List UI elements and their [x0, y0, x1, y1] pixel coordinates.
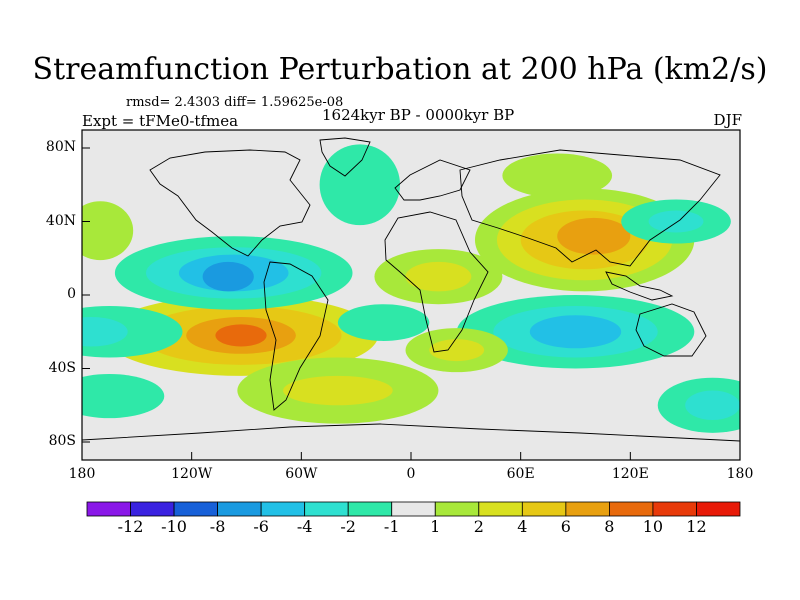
colorbar-label: -1 [383, 517, 400, 536]
colorbar-label: 10 [642, 517, 664, 536]
colorbar-swatch [260, 501, 306, 517]
season-label: DJF [713, 111, 742, 129]
colorbar-label: 1 [430, 517, 441, 536]
contour-region-30 [429, 339, 485, 362]
contour-region-9 [82, 317, 128, 347]
colorbar-label: 6 [560, 517, 571, 536]
contour-region-3 [215, 324, 267, 347]
contour-region-12 [283, 375, 393, 406]
contour-region-27 [529, 315, 622, 349]
colorbar-swatch [347, 501, 393, 517]
colorbar-label: -2 [340, 517, 356, 536]
colorbar-swatch [173, 501, 218, 517]
contour-region-28 [337, 304, 430, 341]
colorbar-swatch [609, 501, 654, 517]
lon-label: 120E [611, 466, 649, 482]
contour-region-14 [319, 144, 401, 226]
colorbar-label: -8 [209, 517, 226, 536]
contour-region-13 [82, 374, 165, 419]
colorbar-label: -4 [296, 517, 313, 536]
lon-label: 0 [406, 466, 416, 482]
contour-region-16 [405, 261, 472, 292]
contour-region-32 [685, 390, 740, 420]
colorbar-swatch [434, 501, 480, 517]
lat-label: 80N [45, 139, 76, 155]
colorbar-label: 2 [473, 517, 484, 536]
colorbar [86, 501, 741, 517]
lat-label: 80S [48, 433, 76, 449]
colorbar-label: -12 [117, 517, 144, 536]
stats-line: rmsd= 2.4303 diff= 1.59625e-08 [126, 95, 344, 110]
coastlines [82, 137, 740, 442]
contour-region-7 [202, 261, 254, 292]
contour-field [82, 144, 740, 433]
colorbar-swatch [130, 501, 175, 517]
lon-label: 60W [285, 466, 318, 482]
contour-region-21 [557, 217, 631, 255]
contour-region-10 [82, 201, 134, 261]
contour-region-24 [648, 210, 704, 233]
colorbar-label: -6 [253, 517, 269, 536]
lat-label: 40S [48, 359, 76, 376]
period-label: 1624kyr BP - 0000kyr BP [322, 106, 515, 124]
lon-label: 180 [68, 466, 96, 482]
contour-region-22 [502, 153, 613, 198]
colorbar-swatch [652, 501, 697, 517]
colorbar-label: -10 [161, 517, 187, 536]
colorbar-swatch [696, 501, 741, 517]
colorbar-swatch [478, 501, 523, 517]
lat-label: 40N [45, 212, 76, 229]
lon-label: 60E [506, 466, 535, 482]
colorbar-swatch [565, 501, 610, 517]
colorbar-swatch [86, 501, 131, 517]
page-title: Streamfunction Perturbation at 200 hPa (… [32, 52, 768, 87]
colorbar-swatch [217, 501, 262, 517]
lon-label: 120W [171, 466, 213, 482]
colorbar-swatch [304, 501, 349, 517]
axis-ticks [81, 147, 741, 460]
colorbar-label: 4 [517, 517, 528, 536]
colorbar-swatch [391, 501, 436, 517]
colorbar-label: 8 [604, 517, 615, 536]
lon-label: 180 [726, 466, 754, 482]
lat-label: 0 [67, 286, 76, 302]
colorbar-label: 12 [686, 517, 707, 536]
experiment-label: Expt = tFMe0-tfmea [82, 112, 239, 130]
colorbar-swatch [521, 501, 567, 517]
